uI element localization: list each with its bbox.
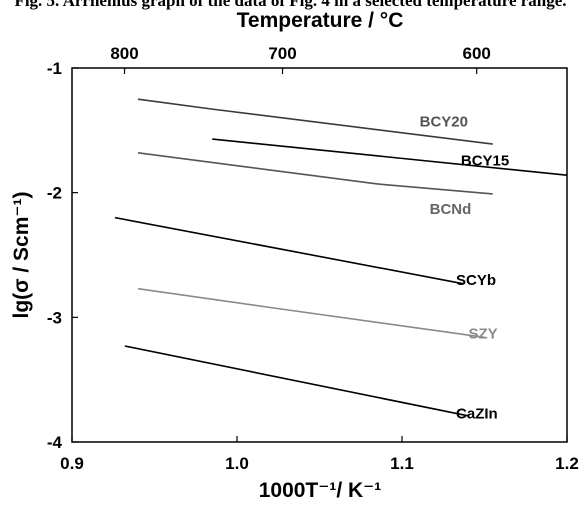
top-tick-label: 800 xyxy=(110,44,138,63)
x-axis-title: 1000T⁻¹/ K⁻¹ xyxy=(259,479,382,502)
series-line-cazin xyxy=(124,345,469,417)
series-label-szy: SZY xyxy=(469,326,498,343)
y-tick-label: -4 xyxy=(47,433,63,452)
label-layer: BCY20 BCY15 BCNd SCYb SZY CaZIn xyxy=(420,114,510,423)
series-label-bcy20: BCY20 xyxy=(420,114,468,131)
y-tick-label: -3 xyxy=(47,308,62,327)
caption-fragment: Fig. 5. Arrhenius graph of the data of F… xyxy=(14,0,567,10)
top-axis-title: Temperature / °C xyxy=(237,9,404,32)
top-tick-label: 700 xyxy=(268,44,296,63)
series-label-scyb: SCYb xyxy=(456,272,496,289)
series-label-bcy15: BCY15 xyxy=(461,152,509,169)
top-tick-label: 600 xyxy=(463,44,491,63)
series-label-cazin: CaZIn xyxy=(456,405,498,422)
series-line-bcy20 xyxy=(137,98,493,145)
series-label-bcnd: BCNd xyxy=(430,201,472,218)
y-tick-label: -2 xyxy=(47,184,62,203)
x-tick-label: 1.1 xyxy=(390,454,414,473)
x-tick-label: 1.2 xyxy=(555,454,579,473)
series-line-bcnd xyxy=(137,151,493,195)
plot-frame xyxy=(71,67,568,443)
series-line-bcy15 xyxy=(212,138,568,177)
x-tick-label: 0.9 xyxy=(60,454,84,473)
y-tick-label: -1 xyxy=(47,59,62,78)
x-tick-label: 1.0 xyxy=(225,454,249,473)
series-line-scyb xyxy=(114,216,464,285)
series-line-szy xyxy=(137,287,485,339)
y-axis-title: lg(σ / Scm⁻¹) xyxy=(10,192,33,319)
series-layer xyxy=(114,98,568,417)
tick-layer: 0.9 1.0 1.1 1.2 -4 -3 -2 -1 800 700 600 xyxy=(47,44,579,473)
